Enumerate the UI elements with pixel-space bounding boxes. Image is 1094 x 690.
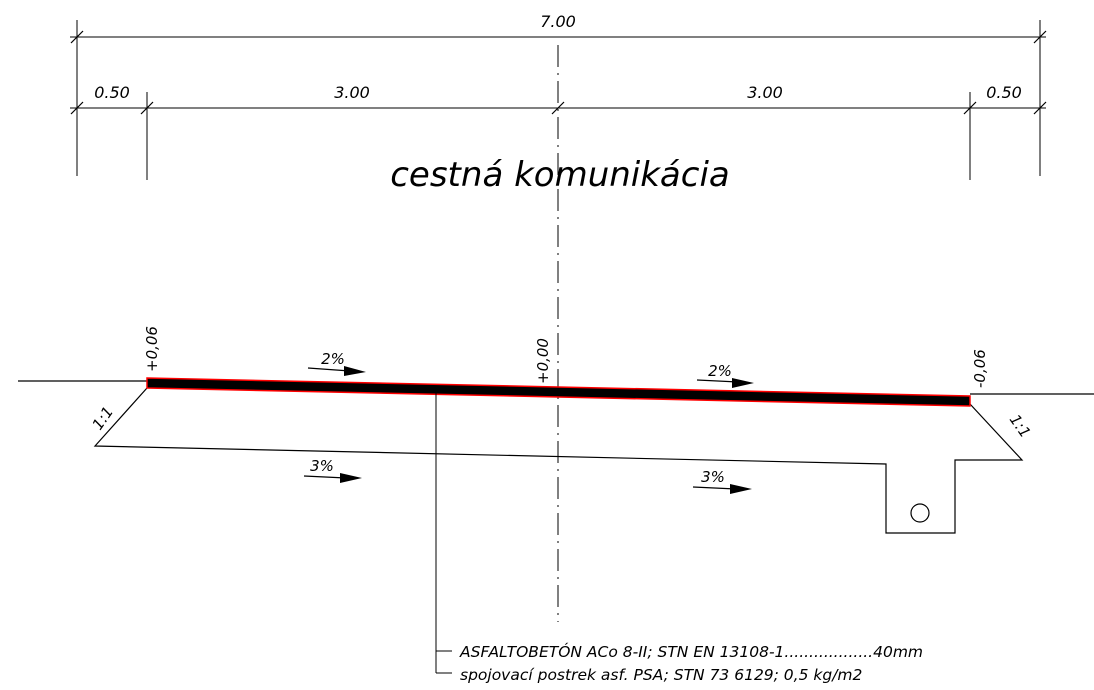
slope-indicator-subgrade-left: 3%: [303, 457, 362, 483]
tick-mark: [1033, 101, 1047, 115]
left-shoulder-width-label: 0.50: [94, 83, 130, 102]
slope-label: 3%: [310, 457, 334, 475]
arrow-head-icon: [730, 484, 752, 494]
slope-label: 2%: [708, 362, 732, 380]
tick-mark: [963, 101, 977, 115]
tick-mark: [70, 101, 84, 115]
slope-arrow-line: [303, 475, 347, 479]
embankment-slope-right: 1:1: [1006, 411, 1035, 441]
overall-width-label: 7.00: [540, 12, 576, 31]
dimension-chain: 7.00 0.50 3.00 3.00 0.50: [70, 12, 1047, 180]
slope-arrow-line: [307, 367, 351, 372]
level-label-center: +0,00: [534, 338, 552, 384]
tick-mark: [140, 101, 154, 115]
arrow-head-icon: [340, 473, 362, 483]
tick-mark: [551, 101, 565, 115]
layer-annotation: ASFALTOBETÓN ACo 8-II; STN EN 13108-1...…: [435, 388, 923, 684]
drainage-pipe-icon: [910, 503, 930, 523]
arrow-head-icon: [344, 366, 366, 376]
level-label-right: -0,06: [971, 349, 989, 388]
left-lane-width-label: 3.00: [334, 83, 370, 102]
right-shoulder-width-label: 0.50: [986, 83, 1022, 102]
slope-indicator-surface-right: 2%: [696, 362, 754, 388]
slope-label: 3%: [701, 468, 725, 486]
slope-label: 2%: [321, 350, 345, 368]
embankment-slope-left: 1:1: [89, 403, 118, 433]
slope-arrow-line: [696, 379, 739, 383]
subgrade-outline: [93, 387, 1024, 534]
asphalt-layer: [146, 377, 971, 407]
tick-mark: [1033, 30, 1047, 44]
tick-mark: [70, 30, 84, 44]
arrow-head-icon: [732, 378, 754, 388]
drawing-title: cestná komunikácia: [390, 155, 730, 195]
slope-indicator-subgrade-right: 3%: [692, 468, 752, 494]
level-label-left: +0,06: [143, 326, 161, 372]
right-lane-width-label: 3.00: [747, 83, 783, 102]
slope-indicator-surface-left: 2%: [307, 350, 366, 376]
layer-note-tack-coat: spojovací postrek asf. PSA; STN 73 6129;…: [460, 666, 862, 684]
layer-note-asphalt: ASFALTOBETÓN ACo 8-II; STN EN 13108-1...…: [459, 642, 923, 661]
slope-arrow-line: [692, 486, 737, 490]
